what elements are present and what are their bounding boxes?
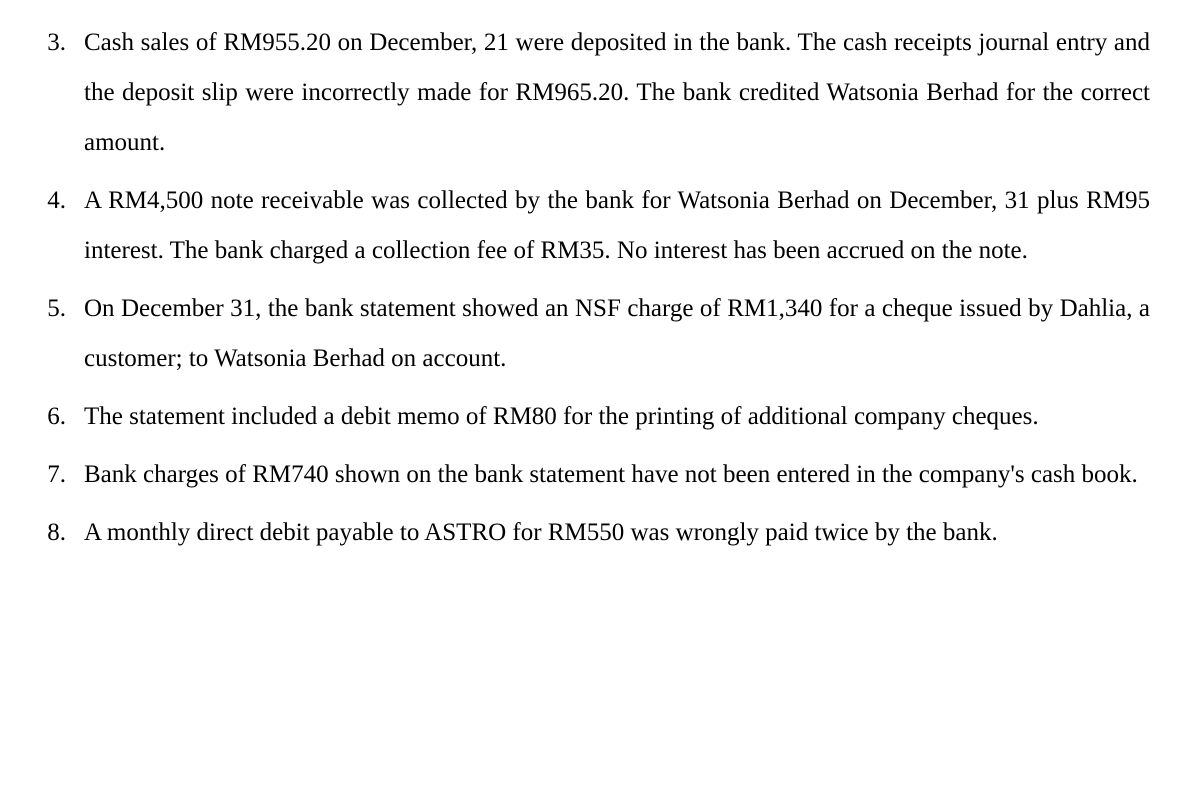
item-number: 3. xyxy=(30,18,84,68)
list-item: 8. A monthly direct debit payable to AST… xyxy=(30,508,1150,558)
item-number: 6. xyxy=(30,392,84,442)
item-text: On December 31, the bank statement showe… xyxy=(84,284,1150,384)
list-item: 4. A RM4,500 note receivable was collect… xyxy=(30,176,1150,276)
item-number: 8. xyxy=(30,508,84,558)
item-text: A RM4,500 note receivable was collected … xyxy=(84,176,1150,276)
list-item: 5. On December 31, the bank statement sh… xyxy=(30,284,1150,384)
item-number: 7. xyxy=(30,450,84,500)
item-text: The statement included a debit memo of R… xyxy=(84,392,1150,442)
numbered-list: 3. Cash sales of RM955.20 on December, 2… xyxy=(30,18,1150,566)
list-item: 7. Bank charges of RM740 shown on the ba… xyxy=(30,450,1150,500)
item-number: 5. xyxy=(30,284,84,334)
item-text: Cash sales of RM955.20 on December, 21 w… xyxy=(84,18,1150,168)
item-text: Bank charges of RM740 shown on the bank … xyxy=(84,450,1150,500)
item-text: A monthly direct debit payable to ASTRO … xyxy=(84,508,1150,558)
item-number: 4. xyxy=(30,176,84,226)
list-item: 6. The statement included a debit memo o… xyxy=(30,392,1150,442)
list-item: 3. Cash sales of RM955.20 on December, 2… xyxy=(30,18,1150,168)
